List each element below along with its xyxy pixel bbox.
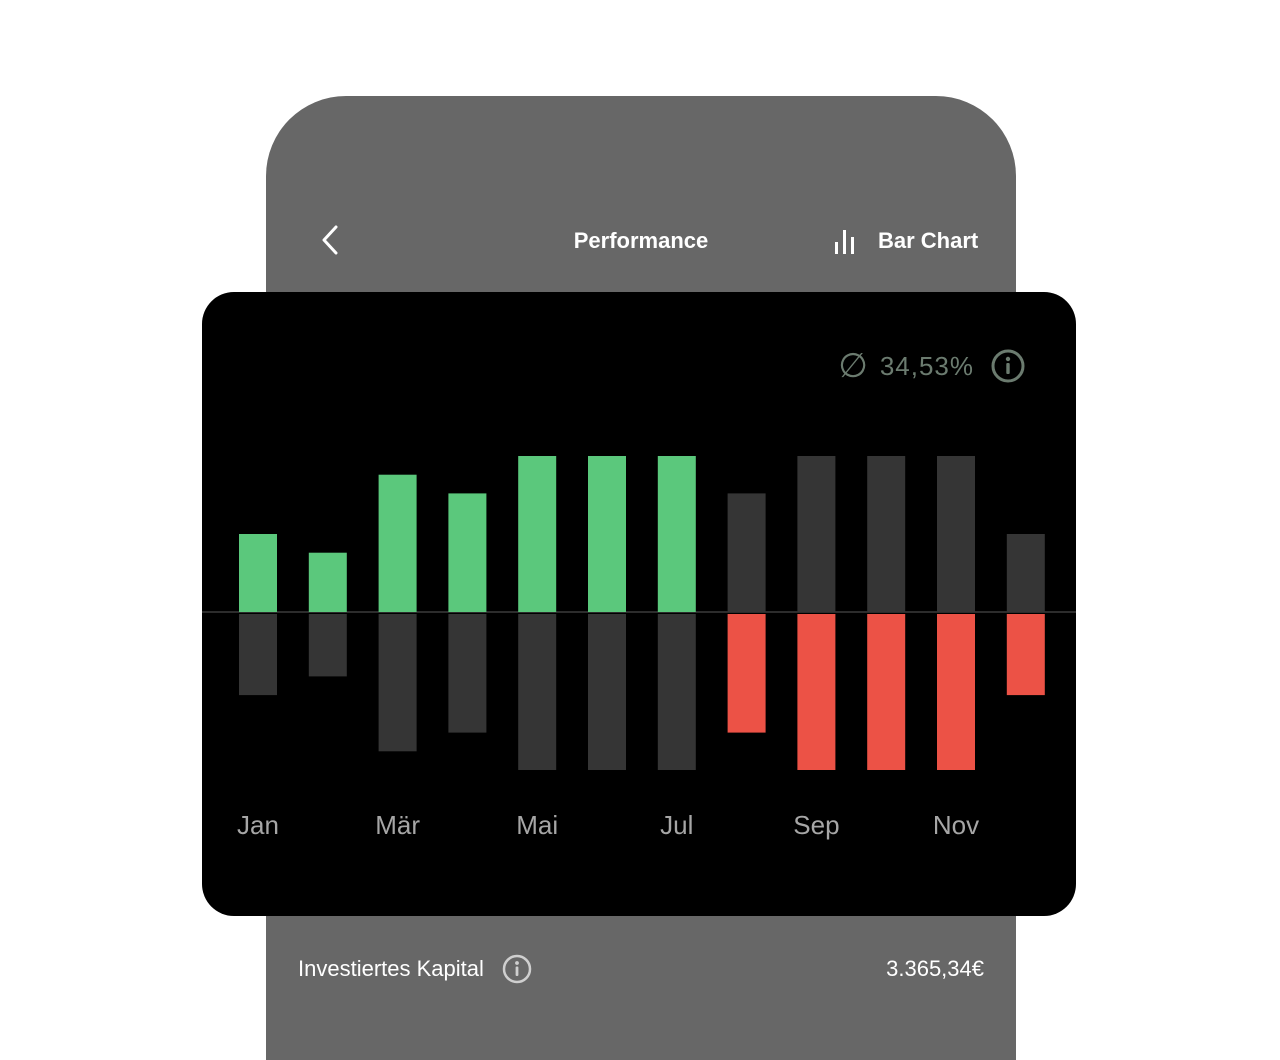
bar-down-dez[interactable] xyxy=(1006,614,1045,696)
average-value: 34,53% xyxy=(879,350,974,381)
bar-down-jul[interactable] xyxy=(657,614,696,770)
bar-down-jun[interactable] xyxy=(588,614,626,770)
bar-up-jan[interactable] xyxy=(239,534,277,612)
bar-down-mär[interactable] xyxy=(378,614,417,752)
tick-label-sep: Sep xyxy=(793,810,839,840)
monthly-bar-chart: Jan Mär Mai Jul Sep Nov xyxy=(202,456,1076,840)
bar-down-okt[interactable] xyxy=(867,614,906,770)
bar-up-okt[interactable] xyxy=(867,456,906,612)
back-button[interactable] xyxy=(316,222,346,258)
bar-down-feb[interactable] xyxy=(308,614,347,677)
bar-down-nov[interactable] xyxy=(937,614,975,770)
bar-up-mär[interactable] xyxy=(378,474,417,612)
bar-down-jan[interactable] xyxy=(239,614,277,696)
bar-up-sep[interactable] xyxy=(797,456,836,612)
tick-label-jul: Jul xyxy=(660,810,693,840)
bar-chart-icon xyxy=(835,230,854,254)
tick-label-mär: Mär xyxy=(375,810,420,840)
info-icon[interactable] xyxy=(502,954,532,984)
bar-down-mai[interactable] xyxy=(518,614,557,770)
performance-card: ∅ 34,53% Jan Mär Mai Jul Sep Nov xyxy=(202,292,1076,916)
bar-up-nov[interactable] xyxy=(937,456,975,612)
invested-capital-value: 3.365,34€ xyxy=(886,956,984,981)
bar-up-feb[interactable] xyxy=(308,552,347,612)
average-performance: ∅ 34,53% xyxy=(838,348,1026,384)
page-title: Performance xyxy=(573,228,709,253)
tick-label-jan: Jan xyxy=(237,810,279,840)
average-symbol: ∅ xyxy=(838,347,868,385)
bar-up-mai[interactable] xyxy=(518,456,557,612)
invested-capital-label: Investiertes Kapital xyxy=(298,956,484,981)
bar-down-sep[interactable] xyxy=(797,614,836,770)
bar-up-apr[interactable] xyxy=(448,493,487,612)
chart-type-toggle[interactable]: Bar Chart xyxy=(830,224,978,258)
tick-label-mai: Mai xyxy=(516,810,558,840)
bar-down-aug[interactable] xyxy=(727,614,766,733)
bar-up-jun[interactable] xyxy=(588,456,626,612)
chart-type-label: Bar Chart xyxy=(878,228,979,253)
tick-label-nov: Nov xyxy=(933,810,979,840)
bar-up-jul[interactable] xyxy=(657,456,696,612)
info-icon[interactable] xyxy=(990,348,1026,384)
bar-up-dez[interactable] xyxy=(1006,534,1045,612)
invested-capital-row: Investiertes Kapital xyxy=(298,954,532,984)
bar-down-apr[interactable] xyxy=(448,614,487,733)
chevron-left-icon xyxy=(322,225,338,255)
bar-up-aug[interactable] xyxy=(727,493,766,612)
